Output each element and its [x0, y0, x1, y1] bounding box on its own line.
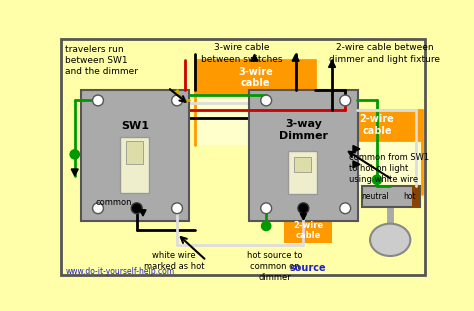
Text: 3-wire
cable: 3-wire cable: [238, 67, 273, 88]
Circle shape: [298, 203, 309, 214]
Text: SW1: SW1: [121, 121, 149, 131]
FancyBboxPatch shape: [249, 90, 357, 220]
FancyBboxPatch shape: [126, 141, 143, 165]
Circle shape: [92, 95, 103, 106]
FancyBboxPatch shape: [284, 218, 332, 243]
Circle shape: [262, 221, 271, 230]
Text: travelers run
between SW1
and the dimmer: travelers run between SW1 and the dimmer: [65, 45, 138, 76]
Text: 3-wire cable
between switches: 3-wire cable between switches: [201, 44, 282, 63]
FancyBboxPatch shape: [195, 93, 315, 145]
Polygon shape: [251, 54, 258, 61]
Text: source: source: [290, 263, 326, 273]
Text: hot: hot: [403, 192, 416, 201]
Circle shape: [70, 150, 80, 159]
Polygon shape: [140, 210, 146, 216]
Circle shape: [131, 203, 142, 214]
Text: 2-wire
cable: 2-wire cable: [293, 221, 323, 240]
Polygon shape: [292, 54, 299, 61]
FancyBboxPatch shape: [81, 90, 190, 220]
Text: 2-wire
cable: 2-wire cable: [360, 114, 394, 136]
Polygon shape: [353, 161, 360, 168]
Circle shape: [261, 203, 272, 214]
FancyBboxPatch shape: [294, 157, 311, 172]
Polygon shape: [328, 60, 336, 67]
Circle shape: [340, 95, 351, 106]
Text: white wire
marked as hot: white wire marked as hot: [144, 251, 204, 271]
Circle shape: [261, 95, 272, 106]
FancyBboxPatch shape: [333, 110, 422, 140]
Text: common from SW1
to hot on light
using white wire: common from SW1 to hot on light using wh…: [349, 153, 429, 184]
Text: hot source to
common on
dimmer: hot source to common on dimmer: [247, 251, 302, 282]
Circle shape: [172, 203, 182, 214]
FancyBboxPatch shape: [333, 140, 422, 194]
Circle shape: [92, 203, 103, 214]
Ellipse shape: [370, 224, 410, 256]
Polygon shape: [300, 214, 307, 220]
Circle shape: [172, 95, 182, 106]
Text: common: common: [95, 198, 132, 207]
Text: www.do-it-yourself-help.com: www.do-it-yourself-help.com: [65, 267, 174, 276]
Polygon shape: [71, 169, 78, 176]
Text: neutral: neutral: [362, 192, 389, 201]
Text: 3-way
Dimmer: 3-way Dimmer: [279, 118, 328, 141]
Circle shape: [340, 203, 351, 214]
FancyBboxPatch shape: [412, 186, 419, 207]
Circle shape: [373, 175, 382, 184]
FancyBboxPatch shape: [120, 137, 149, 193]
Polygon shape: [353, 146, 360, 152]
FancyBboxPatch shape: [362, 186, 419, 207]
FancyBboxPatch shape: [288, 151, 317, 194]
Text: 2-wire cable between
dimmer and light fixture: 2-wire cable between dimmer and light fi…: [329, 44, 440, 63]
FancyBboxPatch shape: [195, 60, 315, 93]
FancyBboxPatch shape: [61, 39, 425, 275]
